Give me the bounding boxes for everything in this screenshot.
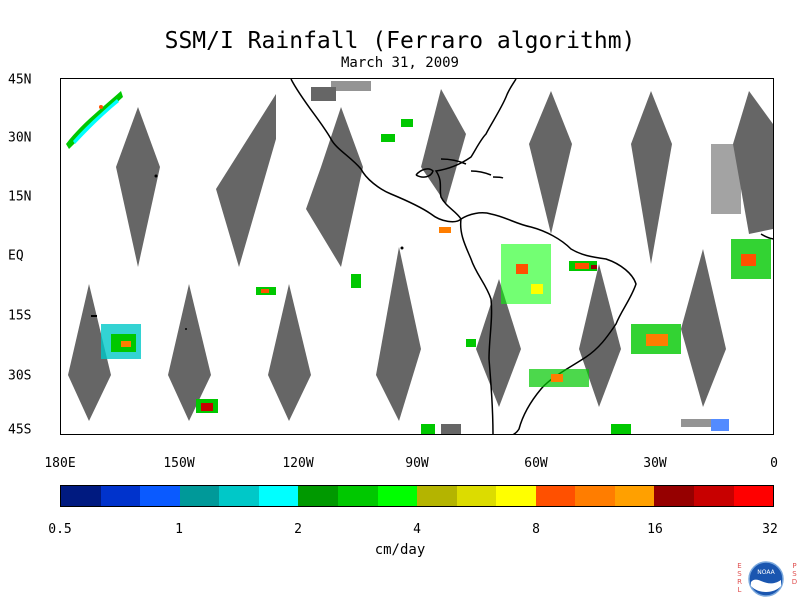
rain-patch-south-pacific-east: [196, 399, 218, 413]
colorbar: [60, 485, 774, 507]
orbit-gap-swaths: [68, 89, 773, 421]
colorbar-swatch-16: [694, 486, 734, 506]
colorbar-tick-5: 16: [647, 522, 663, 537]
colorbar-tick-2: 2: [294, 522, 302, 537]
logo-center-text: NOAA: [757, 569, 775, 576]
colorbar-swatch-10: [456, 486, 497, 506]
colorbar-swatch-12: [535, 486, 576, 506]
colorbar-swatch-8: [377, 486, 418, 506]
colorbar-tick-1: 1: [175, 522, 183, 537]
coastlines: [290, 79, 773, 434]
map-canvas: [66, 79, 773, 434]
colorbar-swatch-1: [100, 486, 141, 506]
rain-patch-amazon: [501, 244, 551, 304]
swath-north-6: [631, 91, 672, 264]
colorbar-swatch-2: [140, 486, 180, 506]
swath-north-7: [733, 91, 773, 234]
colorbar-swatch-7: [337, 486, 378, 506]
swath-south-6: [579, 264, 621, 407]
lat-label-15n: 15N: [8, 189, 32, 205]
rain-patch-north-pacific: [66, 91, 123, 149]
colorbar-swatch-9: [417, 486, 457, 506]
coast-caribbean-3: [492, 176, 504, 179]
lat-label-30s: 30S: [8, 368, 32, 384]
rain-patch-south-america-east: [529, 369, 589, 387]
colorbar-swatch-3: [179, 486, 220, 506]
lon-label-120w: 120W: [282, 456, 314, 471]
colorbar-tick-3: 4: [413, 522, 421, 537]
coast-south-america: [459, 212, 637, 434]
swath-north-5: [529, 91, 572, 234]
lat-label-45n: 45N: [8, 72, 32, 88]
lat-label-eq: EQ: [8, 248, 24, 264]
noaa-emblem-icon: NOAA: [748, 561, 784, 597]
logo-left-letters: ESRL: [736, 562, 744, 594]
island-marquesas: [185, 328, 187, 330]
rain-patch-itcz-brazil: [569, 261, 597, 271]
colorbar-swatch-4: [219, 486, 259, 506]
map-title: SSM/I Rainfall (Ferraro algorithm): [164, 28, 636, 54]
island-hawaii: [154, 174, 158, 178]
swath-south-3: [268, 284, 311, 421]
swath-north-3: [306, 107, 363, 267]
colorbar-tick-4: 8: [532, 522, 540, 537]
logo-letters-esrl: ESRL: [737, 562, 742, 594]
swath-north-2: [216, 94, 276, 267]
colorbar-swatch-0: [61, 486, 101, 506]
coast-caribbean-2: [470, 170, 492, 176]
lon-label-150w: 150W: [163, 456, 195, 471]
lon-label-90w: 90W: [405, 456, 429, 471]
colorbar-tick-6: 32: [762, 522, 778, 537]
lon-label-0: 0: [770, 456, 778, 471]
coast-yucatan: [415, 168, 434, 178]
swath-south-1: [68, 284, 111, 421]
swath-north-1: [116, 107, 160, 267]
rain-patches: [66, 81, 771, 434]
islands: [91, 174, 404, 330]
logo-right-letters: PSD: [791, 562, 799, 586]
rain-patch-south-atlantic: [631, 324, 681, 354]
colorbar-tick-0: 0.5: [48, 522, 72, 537]
colorbar-swatch-6: [298, 486, 338, 506]
rainfall-map: [60, 78, 774, 435]
rain-patch-south-pacific-west: [101, 324, 141, 359]
colorbar-swatch-15: [654, 486, 694, 506]
colorbar-swatch-17: [733, 486, 774, 506]
coast-caribbean-1: [440, 158, 467, 165]
colorbar-swatch-13: [575, 486, 615, 506]
lat-label-30n: 30N: [8, 130, 32, 146]
swath-south-7: [681, 249, 726, 407]
swath-south-4: [376, 247, 421, 421]
noaa-esrl-psd-logo: ESRL NOAA PSD: [734, 558, 800, 600]
rain-patch-equatorial-atlantic: [731, 239, 771, 279]
colorbar-unit: cm/day: [374, 542, 426, 558]
gray-land-patches: [311, 81, 741, 434]
colorbar-swatch-11: [496, 486, 536, 506]
lon-label-180e: 180E: [44, 456, 76, 471]
lon-label-30w: 30W: [643, 456, 667, 471]
swath-south-2: [168, 284, 211, 421]
island-galapagos: [400, 246, 404, 250]
colorbar-swatch-5: [258, 486, 299, 506]
lat-label-45s: 45S: [8, 422, 32, 438]
colorbar-swatch-14: [614, 486, 655, 506]
logo-letters-psd: PSD: [791, 562, 798, 586]
swath-south-5: [476, 279, 521, 407]
coast-africa-west: [760, 233, 773, 240]
lon-label-60w: 60W: [524, 456, 548, 471]
swath-north-4: [421, 89, 466, 204]
rain-patch-pacific-misc: [256, 119, 729, 434]
coast-north-america: [290, 79, 517, 223]
lat-label-15s: 15S: [8, 308, 32, 324]
map-subtitle: March 31, 2009: [340, 55, 459, 71]
island-easter: [91, 315, 97, 317]
